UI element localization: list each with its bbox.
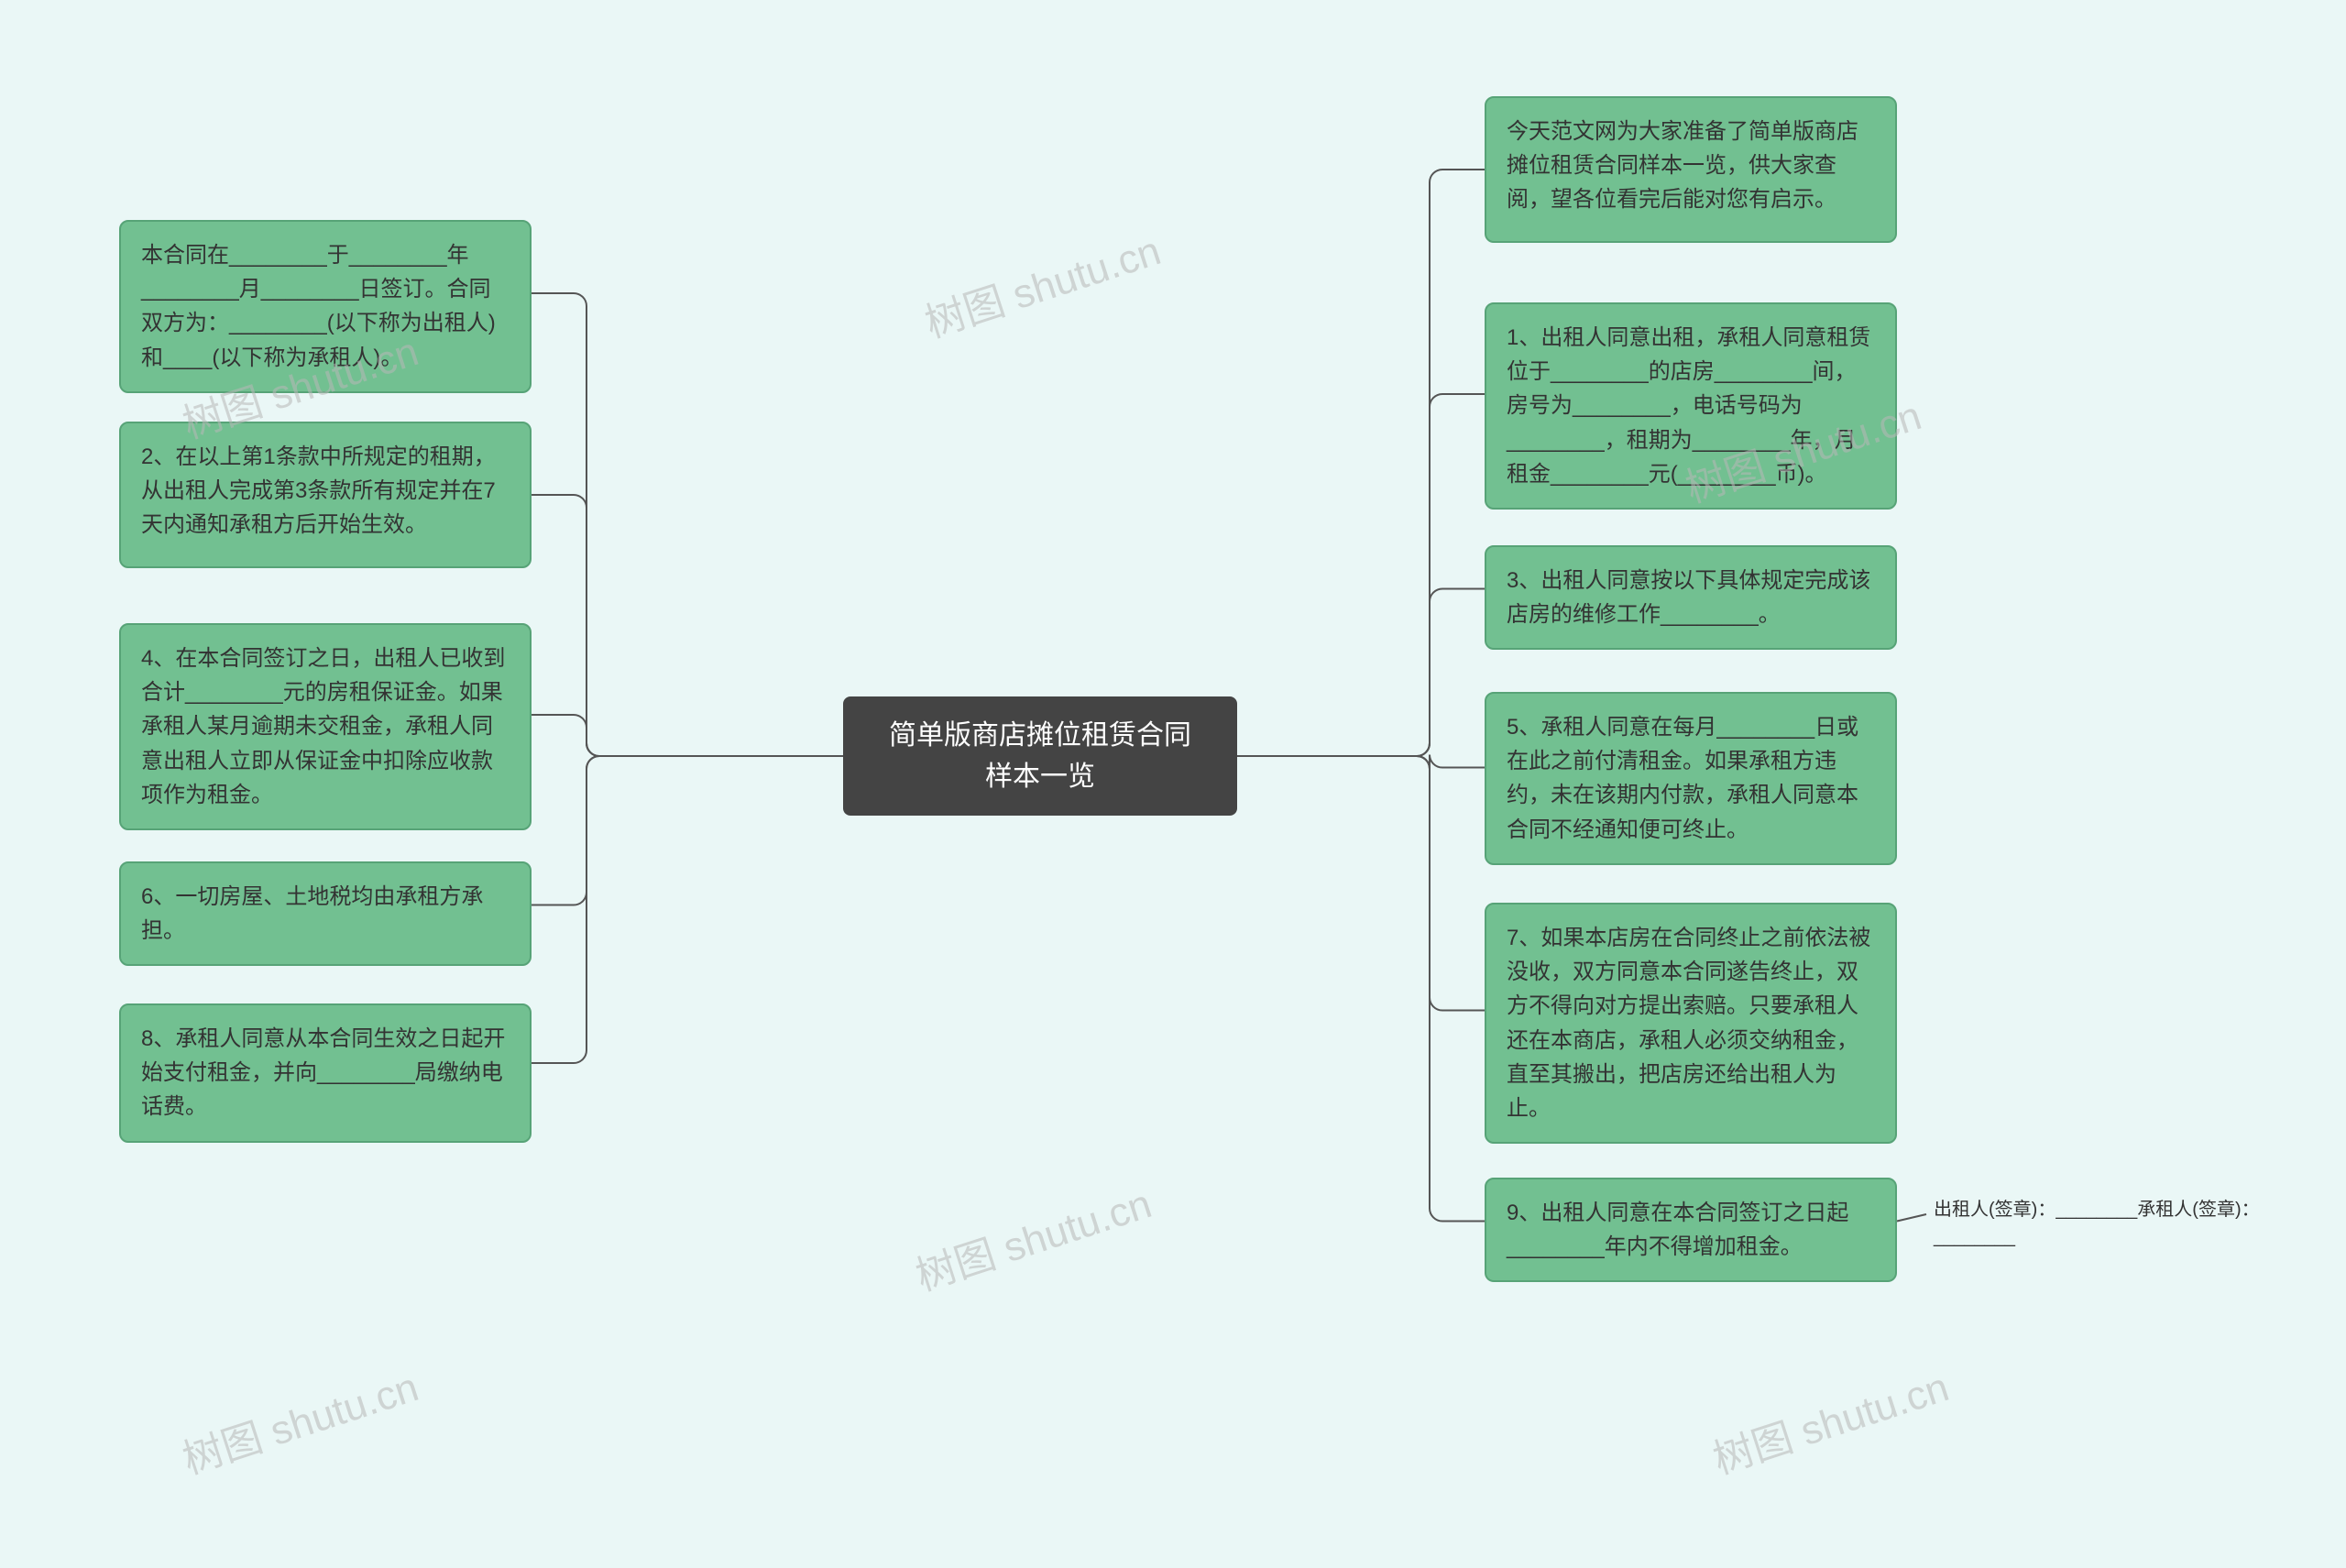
left-node-2-text: 2、在以上第1条款中所规定的租期，从出租人完成第3条款所有规定并在7天内通知承租… bbox=[141, 444, 496, 537]
right-node-6: 9、出租人同意在本合同签订之日起________年内不得增加租金。 bbox=[1485, 1178, 1897, 1282]
right-node-2-text: 1、出租人同意出租，承租人同意租赁位于________的店房________间，… bbox=[1507, 325, 1870, 487]
left-node-5: 8、承租人同意从本合同生效之日起开始支付租金，并向________局缴纳电话费。 bbox=[119, 1003, 532, 1143]
right-node-5-text: 7、如果本店房在合同终止之前依法被没收，双方同意本合同遂告终止，双方不得向对方提… bbox=[1507, 926, 1870, 1121]
left-node-4: 6、一切房屋、土地税均由承租方承担。 bbox=[119, 861, 532, 966]
left-node-5-text: 8、承租人同意从本合同生效之日起开始支付租金，并向________局缴纳电话费。 bbox=[141, 1026, 505, 1119]
right-node-4-text: 5、承租人同意在每月________日或在此之前付清租金。如果承租方违约，未在该… bbox=[1507, 715, 1858, 842]
left-node-2: 2、在以上第1条款中所规定的租期，从出租人完成第3条款所有规定并在7天内通知承租… bbox=[119, 422, 532, 568]
right-node-3-text: 3、出租人同意按以下具体规定完成该店房的维修工作________。 bbox=[1507, 568, 1870, 627]
right-node-5: 7、如果本店房在合同终止之前依法被没收，双方同意本合同遂告终止，双方不得向对方提… bbox=[1485, 903, 1897, 1144]
watermark-4: 树图 shutu.cn bbox=[907, 1171, 1157, 1302]
center-node: 简单版商店摊位租赁合同 样本一览 bbox=[843, 696, 1237, 816]
right-node-4: 5、承租人同意在每月________日或在此之前付清租金。如果承租方违约，未在该… bbox=[1485, 692, 1897, 865]
signature-leaf-text: 出租人(签章)：________承租人(签章)：________ bbox=[1934, 1200, 2260, 1247]
right-node-1-text: 今天范文网为大家准备了简单版商店摊位租赁合同样本一览，供大家查阅，望各位看完后能… bbox=[1507, 119, 1858, 212]
signature-leaf: 出租人(签章)：________承租人(签章)：________ bbox=[1934, 1196, 2337, 1251]
left-node-1: 本合同在________于________年________月________日… bbox=[119, 220, 532, 393]
left-node-3-text: 4、在本合同签订之日，出租人已收到合计________元的房租保证金。如果承租人… bbox=[141, 646, 505, 807]
right-node-2: 1、出租人同意出租，承租人同意租赁位于________的店房________间，… bbox=[1485, 302, 1897, 510]
mindmap-canvas: 简单版商店摊位租赁合同 样本一览 本合同在________于________年_… bbox=[0, 0, 2346, 1568]
left-node-3: 4、在本合同签订之日，出租人已收到合计________元的房租保证金。如果承租人… bbox=[119, 623, 532, 830]
watermark-3: 树图 shutu.cn bbox=[916, 218, 1167, 349]
watermark-6: 树图 shutu.cn bbox=[1705, 1354, 1955, 1486]
right-node-3: 3、出租人同意按以下具体规定完成该店房的维修工作________。 bbox=[1485, 545, 1897, 650]
watermark-2: 树图 shutu.cn bbox=[174, 1354, 424, 1486]
left-node-4-text: 6、一切房屋、土地税均由承租方承担。 bbox=[141, 884, 483, 943]
center-node-text: 简单版商店摊位租赁合同 样本一览 bbox=[889, 715, 1191, 797]
right-node-1: 今天范文网为大家准备了简单版商店摊位租赁合同样本一览，供大家查阅，望各位看完后能… bbox=[1485, 96, 1897, 243]
left-node-1-text: 本合同在________于________年________月________日… bbox=[141, 243, 496, 370]
right-node-6-text: 9、出租人同意在本合同签订之日起________年内不得增加租金。 bbox=[1507, 1201, 1848, 1259]
